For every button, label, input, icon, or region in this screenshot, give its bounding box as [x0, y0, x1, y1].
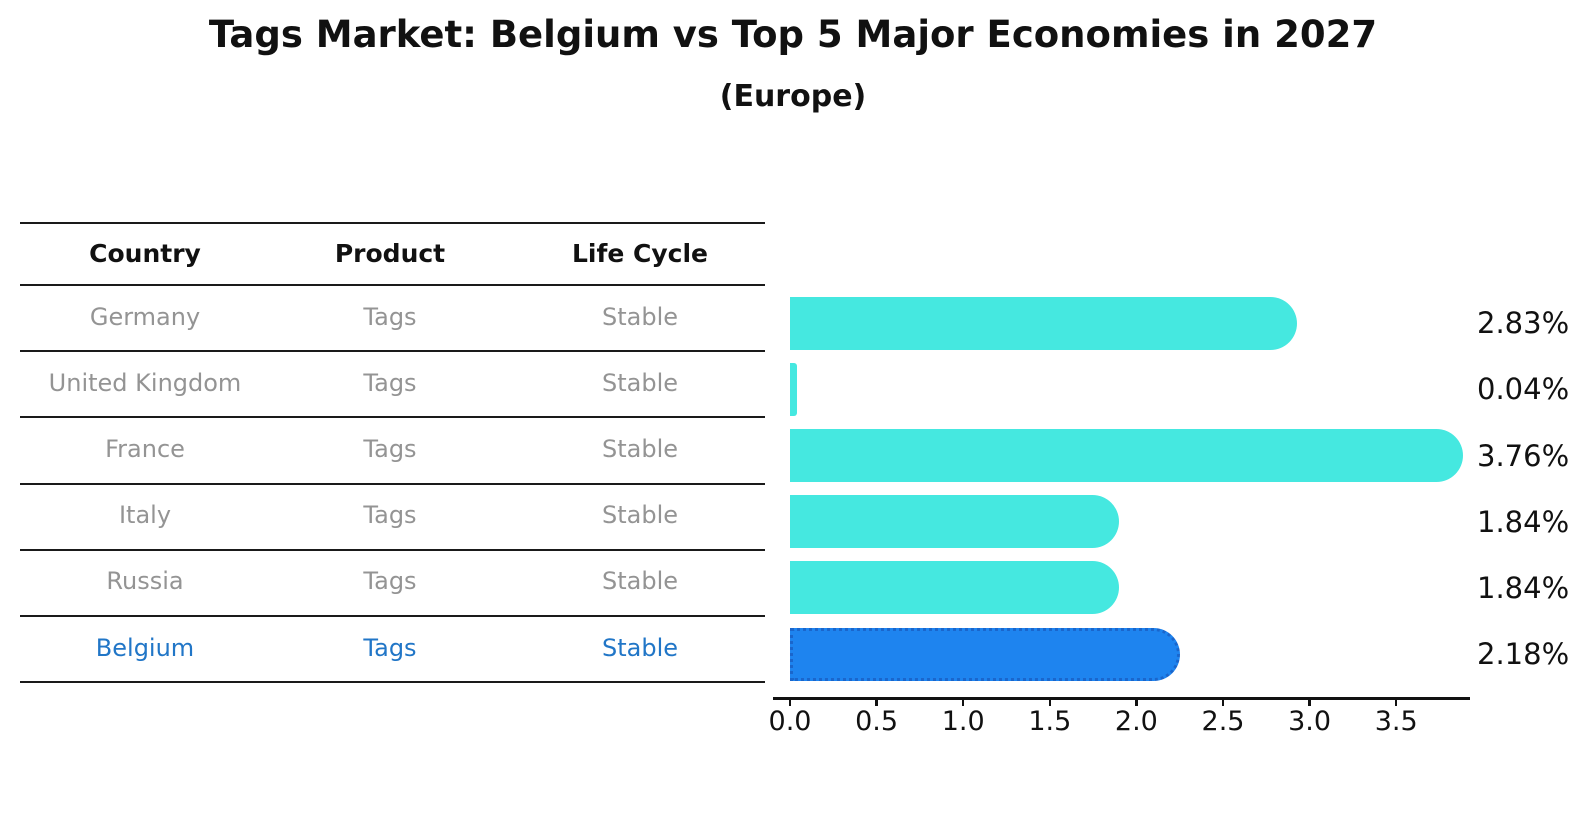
bar-value-label: 3.76% — [1477, 438, 1570, 473]
table-header-product: Product — [334, 239, 446, 268]
table-cell-lifecycle: Stable — [601, 435, 679, 463]
x-axis-tick-label: 3.5 — [1374, 706, 1418, 737]
table-cell-product: Tags — [363, 435, 417, 463]
x-axis-tick — [1048, 697, 1052, 706]
table-cell-country: Italy — [118, 501, 172, 530]
table-cell-country: Russia — [106, 567, 184, 596]
table-cell-lifecycle: Stable — [601, 368, 679, 397]
table-cell-product: Tags — [363, 302, 417, 331]
x-axis-line — [773, 697, 1470, 700]
table-cell-product: Tags — [363, 501, 417, 530]
x-axis-tick — [788, 697, 792, 706]
table-cell-lifecycle: Stable — [601, 501, 679, 530]
bar-value-label: 2.18% — [1477, 637, 1570, 672]
table-divider-line — [20, 222, 765, 224]
table-divider-line — [20, 615, 765, 617]
bar-germany — [790, 296, 1297, 350]
table-cell-lifecycle: Stable — [601, 567, 679, 596]
table-divider-line — [20, 350, 765, 353]
x-axis-tick-label: 2.5 — [1201, 706, 1245, 737]
table-divider-line — [20, 416, 765, 419]
table-cell-country: France — [105, 435, 185, 463]
table-cell-product: Tags — [363, 368, 417, 397]
x-axis-tick-label: 3.0 — [1288, 706, 1332, 737]
x-axis-tick — [961, 697, 965, 706]
table-divider-line — [20, 548, 765, 551]
table-cell-product: Tags — [363, 633, 417, 662]
table-divider-line — [20, 284, 765, 286]
bar-value-label: 1.84% — [1477, 570, 1570, 605]
table-cell-lifecycle: Stable — [601, 302, 679, 331]
bar-value-label: 0.04% — [1477, 372, 1570, 407]
bar-value-label: 1.84% — [1477, 504, 1570, 539]
table-cell-country: United Kingdom — [48, 368, 242, 397]
table-cell-country: Belgium — [95, 633, 195, 662]
x-axis-tick-label: 0.5 — [855, 706, 899, 737]
x-axis-tick — [1394, 697, 1398, 706]
table-cell-product: Tags — [363, 567, 417, 596]
table-divider-line — [20, 482, 765, 485]
table-header-lifecycle: Life Cycle — [571, 239, 709, 268]
bar-france — [790, 429, 1464, 482]
table-cell-lifecycle: Stable — [601, 633, 679, 662]
table-divider-line — [20, 681, 765, 684]
x-axis-tick-label: 1.0 — [941, 706, 985, 737]
bar-value-label: 2.83% — [1477, 306, 1570, 341]
x-axis-tick — [1308, 697, 1311, 706]
x-axis-tick-label: 2.0 — [1114, 706, 1158, 737]
x-axis-tick-label: 1.5 — [1028, 706, 1072, 737]
bar-italy — [790, 495, 1120, 549]
bar-russia — [790, 561, 1120, 615]
x-axis-tick-label: 0.0 — [768, 706, 812, 737]
bar-united-kingdom — [790, 362, 798, 416]
x-axis-tick — [875, 697, 878, 706]
chart-subtitle: (Europe) — [719, 79, 867, 114]
x-axis-tick — [1135, 697, 1138, 706]
table-header-country: Country — [89, 239, 201, 268]
x-axis-tick — [1221, 697, 1225, 706]
table-cell-country: Germany — [89, 302, 201, 331]
bar-belgium — [790, 627, 1181, 681]
chart-title: Tags Market: Belgium vs Top 5 Major Econ… — [208, 13, 1378, 56]
